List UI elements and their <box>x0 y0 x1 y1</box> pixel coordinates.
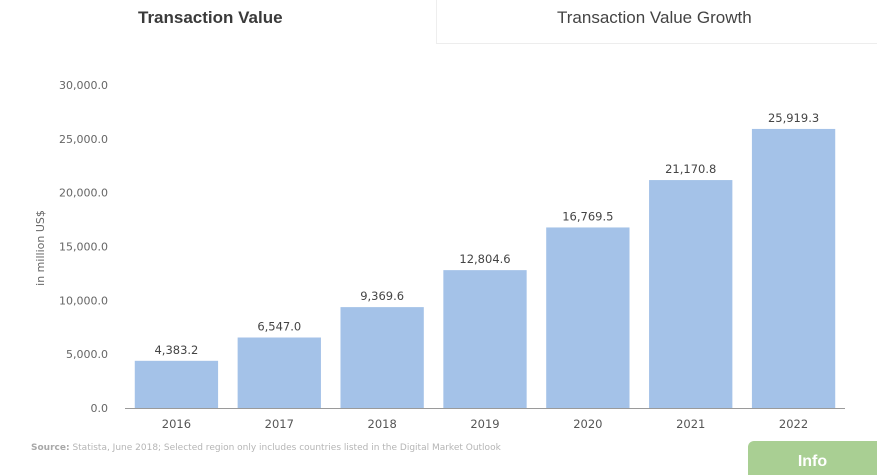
bar[interactable] <box>751 128 836 408</box>
source-note: Source: Statista, June 2018; Selected re… <box>31 443 501 453</box>
tab-divider <box>436 0 437 44</box>
bar[interactable] <box>237 337 321 408</box>
bar-chart: 0.0 5,000.0 10,000.0 15,000.0 20,000.0 25,000… <box>34 79 845 431</box>
tab-underline <box>436 43 877 44</box>
bar[interactable] <box>340 307 424 408</box>
x-tick-label: 2018 <box>368 417 397 431</box>
tab-transaction-value-growth[interactable]: Transaction Value Growth <box>557 8 752 27</box>
x-tick-label: 2016 <box>162 417 191 431</box>
x-tick-label: 2017 <box>265 417 294 431</box>
bars <box>134 128 836 408</box>
bar-value-label: 21,170.8 <box>665 162 716 176</box>
bar[interactable] <box>443 270 527 408</box>
info-button[interactable]: Info <box>748 441 877 475</box>
y-tick-label: 15,000.0 <box>59 241 108 254</box>
bar-value-label: 12,804.6 <box>459 252 510 266</box>
y-tick-label: 0.0 <box>91 402 109 415</box>
x-axis-ticks: 2016 2017 2018 2019 2020 2021 2022 <box>162 417 808 431</box>
y-tick-label: 10,000.0 <box>59 294 108 307</box>
bar-value-label: 6,547.0 <box>257 320 301 334</box>
source-text: Statista, June 2018; Selected region onl… <box>72 443 501 453</box>
tab-transaction-value[interactable]: Transaction Value <box>138 8 283 27</box>
bar[interactable] <box>134 360 219 408</box>
bar-value-label: 4,383.2 <box>154 343 198 357</box>
y-tick-label: 5,000.0 <box>66 348 108 361</box>
bar-value-label: 9,369.6 <box>360 289 404 303</box>
x-tick-label: 2019 <box>470 417 499 431</box>
x-tick-label: 2020 <box>573 417 602 431</box>
bar[interactable] <box>649 180 733 408</box>
y-axis-ticks: 0.0 5,000.0 10,000.0 15,000.0 20,000.0 25,000… <box>59 79 108 415</box>
bar-value-label: 25,919.3 <box>768 111 819 125</box>
y-tick-label: 30,000.0 <box>59 79 108 92</box>
y-axis-label: in million US$ <box>34 210 47 286</box>
bar-value-labels: 4,383.2 6,547.0 9,369.6 12,804.6 16,769.5 21,… <box>154 111 819 357</box>
y-tick-label: 20,000.0 <box>59 187 108 200</box>
bar-value-label: 16,769.5 <box>562 209 613 223</box>
bar[interactable] <box>546 227 630 408</box>
x-tick-label: 2022 <box>779 417 808 431</box>
chart-tabs: Transaction Value Transaction Value Grow… <box>0 0 877 44</box>
source-prefix: Source: <box>31 443 70 453</box>
y-tick-label: 25,000.0 <box>59 133 108 146</box>
x-tick-label: 2021 <box>676 417 705 431</box>
